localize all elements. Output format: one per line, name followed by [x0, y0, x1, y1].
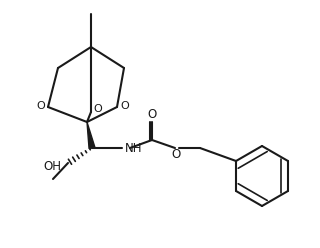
Text: O: O — [121, 101, 129, 111]
Polygon shape — [87, 122, 95, 149]
Text: O: O — [172, 148, 180, 160]
Text: NH: NH — [125, 143, 142, 155]
Text: OH: OH — [43, 160, 61, 174]
Text: O: O — [36, 101, 45, 111]
Text: O: O — [94, 104, 102, 114]
Text: O: O — [148, 109, 156, 122]
